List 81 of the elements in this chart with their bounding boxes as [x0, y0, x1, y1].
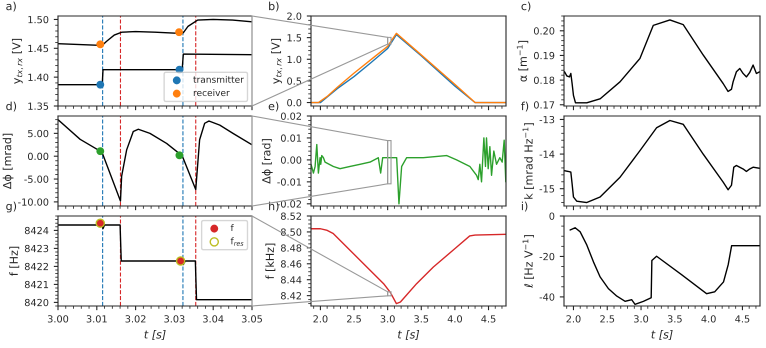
- y-tick-label: -5.00: [24, 176, 48, 183]
- y-axis-title: ℓ [Hz V$^{−1}$]: [522, 235, 534, 288]
- x-tick-label: 3.0: [380, 315, 395, 323]
- x-axis-title: t [s]: [652, 330, 673, 340]
- chart-title: a): [6, 2, 16, 12]
- y-tick-label: 0.00: [28, 152, 48, 160]
- y-tick-label: 0.0: [287, 99, 302, 106]
- y-tick-label: 1.50: [28, 16, 48, 24]
- y-tick-label: 1.5: [288, 34, 302, 42]
- y-axis-title: k [mrad Hz$^{−1}$]: [522, 123, 534, 199]
- x-tick-label: 3.5: [668, 315, 682, 323]
- legend-label: transmitter: [193, 76, 244, 83]
- y-tick-label: 0.00: [280, 156, 302, 164]
- y-tick-label: 0.20: [534, 27, 554, 35]
- y-tick-label: 0.01: [280, 134, 302, 142]
- y-tick-label: -0.01: [277, 178, 302, 186]
- x-tick-label: 4.0: [701, 315, 716, 323]
- y-tick-label: 0.18: [534, 76, 554, 84]
- x-tick-label: 3.00: [48, 315, 68, 323]
- y-axis-title: y$_{tx,rx}$ [V]: [12, 38, 24, 84]
- y-tick-label: 8424: [24, 226, 48, 234]
- y-tick-label: 8.42: [280, 292, 301, 300]
- x-tick-label: 2.5: [347, 315, 361, 323]
- y-tick-label: 8.52: [280, 212, 301, 220]
- x-axis-title: t [s]: [398, 330, 420, 340]
- y-tick-label: 8.48: [280, 244, 302, 252]
- y-tick-label: 8.46: [280, 260, 302, 268]
- y-tick-label: 8.44: [280, 276, 302, 284]
- y-tick-label: 8420: [24, 298, 48, 306]
- chart-title: g): [6, 202, 16, 212]
- y-tick-label: 0.19: [534, 52, 554, 60]
- y-tick-label: 0: [549, 212, 554, 220]
- y-tick-label: 0.5: [287, 77, 302, 85]
- y-axis-title: y$_{tx,rx}$ [V]: [271, 38, 282, 84]
- x-tick-label: 2.0: [313, 315, 328, 323]
- x-tick-label: 4.0: [448, 315, 462, 323]
- x-tick-label: 3.01: [86, 315, 107, 323]
- chart-title: i): [522, 202, 528, 212]
- y-tick-label: -20: [540, 252, 554, 260]
- y-axis-title: Δϕ [rad]: [262, 139, 273, 184]
- chart-title: e): [268, 102, 278, 112]
- x-tick-label: 3.5: [414, 315, 428, 323]
- x-tick-label: 3.02: [126, 315, 146, 323]
- y-tick-label: 8421: [24, 280, 48, 288]
- chart-title: f): [521, 102, 528, 112]
- chart-title: c): [521, 2, 530, 12]
- y-tick-label: -10.00: [18, 198, 48, 206]
- x-tick-label: 3.04: [203, 315, 224, 323]
- y-tick-label: -40: [540, 293, 554, 301]
- x-tick-label: 4.5: [735, 315, 750, 323]
- y-tick-label: 5.00: [28, 130, 48, 138]
- y-tick-label: 8.50: [280, 228, 302, 236]
- y-tick-label: -15: [540, 185, 554, 193]
- y-tick-label: 1.45: [28, 44, 48, 52]
- y-tick-label: -14: [540, 150, 554, 158]
- y-tick-label: 1.40: [28, 74, 48, 81]
- chart-title: b): [269, 2, 279, 12]
- legend-label: receiver: [194, 89, 230, 96]
- y-axis-title: α [m$^{−1}$]: [516, 40, 528, 82]
- y-tick-label: 2.0: [287, 12, 302, 20]
- chart-title: d): [6, 102, 16, 112]
- legend-label: f: [230, 224, 234, 231]
- y-tick-label: 1.35: [28, 102, 48, 110]
- y-tick-label: 1.0: [288, 56, 302, 64]
- y-tick-label: 8423: [24, 244, 48, 252]
- x-tick-label: 4.5: [481, 315, 496, 323]
- y-axis-title: Δϕ [mrad]: [2, 134, 14, 190]
- x-tick-label: 3.0: [634, 315, 648, 323]
- x-tick-label: 3.03: [164, 315, 184, 323]
- y-tick-label: 8422: [24, 262, 48, 270]
- y-axis-title: f [kHz]: [265, 244, 276, 280]
- legend-label: f$_{res}$: [230, 237, 244, 246]
- x-tick-label: 3.05: [242, 315, 262, 323]
- y-tick-label: -0.02: [277, 200, 301, 208]
- y-tick-label: -13: [540, 116, 554, 124]
- x-tick-label: 2.5: [600, 315, 614, 323]
- x-axis-title: t [s]: [144, 330, 166, 340]
- y-axis-title: f [Hz]: [9, 246, 20, 276]
- y-tick-label: 0.02: [280, 112, 301, 120]
- y-tick-label: 0.17: [534, 101, 554, 109]
- x-tick-label: 2.0: [566, 315, 581, 323]
